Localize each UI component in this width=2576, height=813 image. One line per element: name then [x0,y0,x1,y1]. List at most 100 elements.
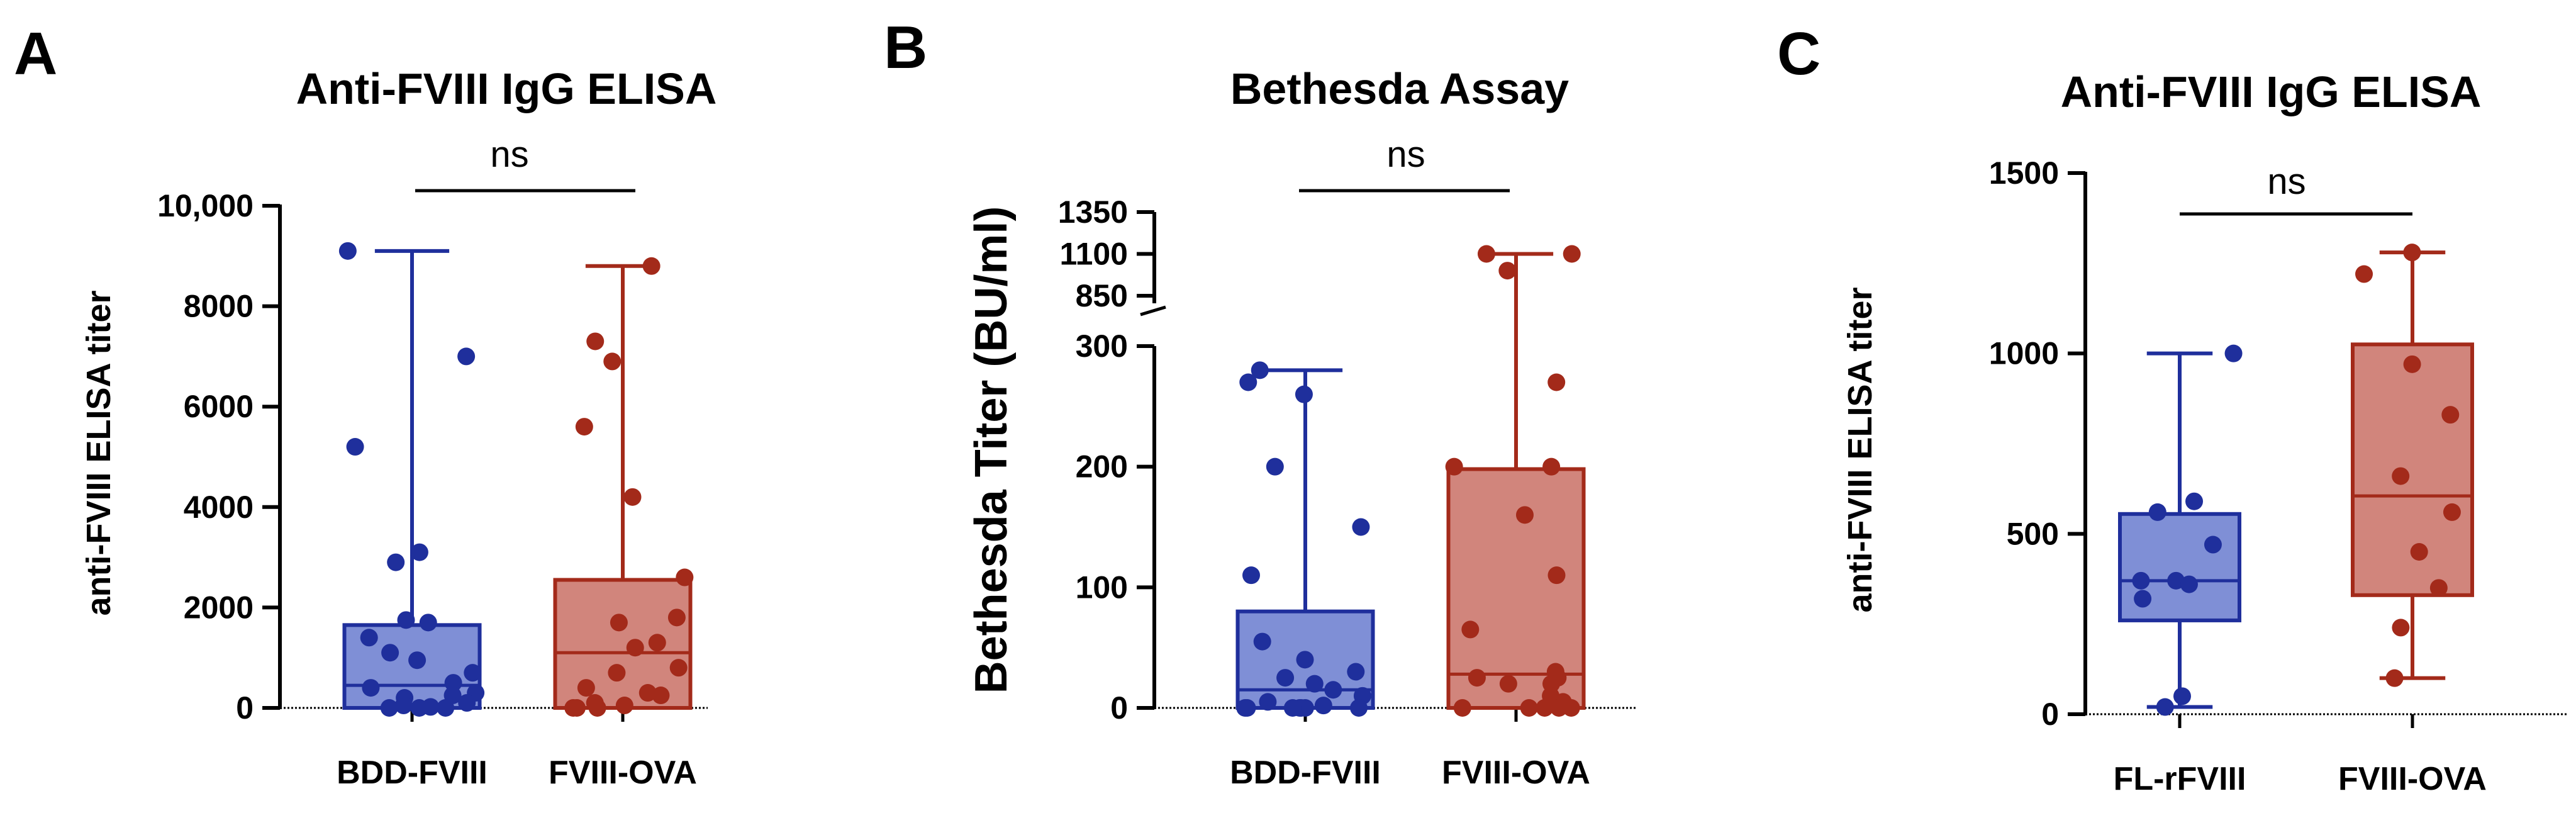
panel-a-bdd-fviii-data-point [408,651,427,670]
panel-c-fl-rfviii-data-point [2185,492,2204,510]
panel-b-bdd-fviii-data-point [1296,651,1314,669]
panel-a-bdd-fviii-data-point [381,644,399,662]
panel-a-fviii-ova-data-point [642,257,661,275]
panel-b-fviii-ova-data-point [1550,699,1568,717]
panel-a-fviii-ova-data-point [564,699,583,717]
panel-a-y-tick-label: 0 [236,690,254,726]
panel-b-fviii-ova-data-point [1445,457,1463,476]
panel-b-bdd-fviii-data-point [1239,373,1257,391]
panel-c-plot [2085,212,2567,728]
panel-b-bdd-fviii-data-point [1324,681,1342,699]
panel-b-fviii-ova-data-point [1562,699,1580,717]
panel-a-fviii-ova-data-point [603,352,622,371]
panel-b-y-tick-label: 1350 [1058,194,1128,230]
panel-a-fviii-ova-data-point [610,614,628,632]
panel-b-fviii-ova-data-point [1520,699,1538,717]
panel-b-fviii-ova-data-point [1498,262,1517,280]
panel-b-fviii-ova-box [1446,467,1586,710]
panel-c-y-axis-label: anti-FVIII ELISA titer [1841,287,1879,612]
panel-c-fl-rfviii-data-point [2132,571,2150,590]
panel-b-bdd-fviii-data-point [1347,663,1365,681]
panel-a-fviii-ova-data-point [575,418,593,436]
panel-c-fviii-ova-data-point [2385,669,2404,687]
panel-b-bdd-fviii-data-point [1242,566,1260,585]
panel-a-fviii-ova-data-point [608,664,626,682]
panel-c-category-2: FVIII-OVA [2338,761,2487,797]
panel-b-bdd-fviii-data-point [1352,518,1370,536]
panel-b-fviii-ova-data-point [1563,245,1581,263]
panel-b-title: Bethesda Assay [1230,64,1569,113]
panel-a-fviii-ova-data-point [626,639,644,657]
panel-a-bdd-fviii-data-point [464,664,482,682]
panel-c-fl-rfviii-data-point [2180,575,2198,593]
panel-c-y-tick-label: 1500 [1989,155,2059,191]
panel-b-significance: ns [1386,134,1425,175]
panel-a-bdd-fviii-data-point [458,694,476,712]
panel-c: C Anti-FVIII IgG ELISA anti-FVIII ELISA … [1777,20,2567,797]
panel-a-bdd-fviii-data-point [346,438,364,456]
panel-b-bdd-fviii-data-point [1266,457,1284,476]
panel-c-fviii-ova-data-point [2392,619,2410,637]
panel-a-fviii-ova-data-point [676,568,694,586]
panel-c-fl-rfviii-data-point [2204,535,2222,554]
panel-letter-a: A [14,20,57,87]
panel-c-fviii-ova-data-point [2443,503,2461,521]
panel-c-fviii-ova-data-point [2355,265,2373,283]
panel-c-fviii-ova-data-point [2392,467,2410,485]
panel-a-bdd-fviii-data-point [444,674,462,692]
panel-a-fviii-ova-data-point [577,679,595,697]
panel-a-fviii-ova-data-point [667,608,686,627]
panel-a-bdd-fviii-data-point [338,242,357,260]
panel-b-fviii-ova-data-point [1515,506,1534,524]
panel-b-y-tick-label: 0 [1110,690,1128,726]
panel-a-bdd-fviii-data-point [410,543,428,561]
panel-a-bdd-fviii-data-point [394,697,413,715]
panel-a-bdd-fviii-data-point [380,699,398,717]
panel-a-fviii-ova-data-point [669,659,688,677]
panel-a-category-2: FVIII-OVA [549,754,697,791]
panel-b-bdd-fviii-data-point [1259,693,1277,711]
panel-a-plot [280,189,708,722]
panel-b-fviii-ova-data-point [1468,669,1486,687]
panel-a-y-tick-label: 4000 [184,490,254,525]
panel-b-fviii-ova-data-point [1461,620,1480,639]
panel-a-fviii-ova-data-point [586,332,605,350]
panel-b: B Bethesda Assay Bethesda Titer (BU/ml) … [884,14,1636,791]
panel-b-axis-break-mark [1140,305,1166,317]
panel-a-bdd-fviii-data-point [387,553,405,571]
panel-letter-b: B [884,14,927,81]
panel-b-fviii-ova-data-point [1542,457,1561,476]
panel-b-bdd-fviii-data-point [1251,361,1269,379]
panel-c-fl-rfviii-data-point [2134,590,2152,608]
panel-a-bdd-fviii-data-point [437,699,455,717]
panel-a-y-tick-label: 2000 [184,590,254,625]
panel-c-fviii-ova-data-point [2403,355,2421,373]
panel-b-bdd-fviii-data-point [1276,669,1295,687]
panel-c-fviii-ova-data-point [2410,543,2428,561]
panel-b-plot [1154,189,1636,722]
panel-c-fviii-ova-data-point [2441,406,2460,424]
panel-b-y-tick-label: 100 [1076,569,1128,605]
panel-c-y-tick-label: 1000 [1989,336,2059,371]
panel-a-fviii-ova-data-point [588,699,606,717]
panel-a-y-tick-label: 8000 [184,289,254,324]
panel-c-fl-rfviii-data-point [2224,344,2243,362]
panel-b-bdd-fviii-data-point [1295,385,1313,403]
panel-letter-c: C [1777,20,1820,87]
panel-b-fviii-ova-data-point [1477,245,1495,263]
panel-b-fviii-ova-data-point [1453,699,1471,717]
panel-c-y-tick-label: 500 [2007,516,2059,551]
panel-c-fviii-ova-data-point [2429,579,2448,597]
panel-b-category-2: FVIII-OVA [1442,754,1590,791]
panel-a-bdd-fviii-data-point [410,699,428,717]
panel-b-bdd-fviii-data-point [1283,699,1302,717]
panel-c-fl-rfviii-data-point [2148,503,2166,521]
panel-a-y-axis: 0 2000 4000 6000 8000 10,000 [157,188,282,726]
panel-a-fviii-ova-data-point [648,634,666,652]
panel-a-category-1: BDD-FVIII [337,754,488,791]
panel-a-bdd-fviii-data-point [419,614,437,632]
panel-a-y-tick-label: 10,000 [157,188,254,223]
panel-a-fviii-ova-box [553,578,693,710]
panel-a-fviii-ova-data-point [638,684,657,702]
panel-c-fl-rfviii-data-point [2156,698,2174,716]
